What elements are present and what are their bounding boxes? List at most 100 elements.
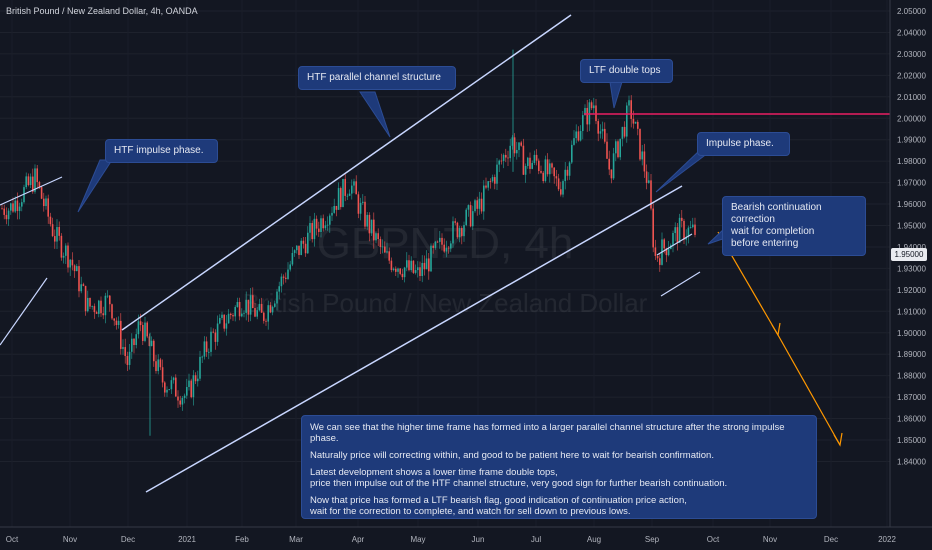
candle-body (641, 151, 643, 160)
candle-body (568, 162, 571, 176)
candle-body (538, 160, 540, 171)
candle-body (322, 218, 324, 229)
candle-body (236, 301, 239, 307)
price-tick-label: 1.94000 (897, 243, 926, 252)
price-tick-label: 1.89000 (897, 350, 926, 359)
candle-body (289, 264, 291, 270)
candle-body (364, 201, 366, 227)
price-tick-label: 1.99000 (897, 136, 926, 145)
candle-body (634, 121, 637, 124)
candle-body (571, 144, 573, 163)
candle-body (454, 221, 456, 223)
candle-body (3, 208, 5, 215)
htf-impulse-line-upper[interactable] (0, 176, 63, 206)
candle-body (586, 107, 588, 125)
candle-body (7, 210, 10, 220)
candle-body (410, 260, 412, 271)
candle-body (549, 163, 551, 175)
analysis-notes: We can see that the higher time frame ha… (301, 415, 817, 519)
candle-body (496, 164, 498, 184)
candle-body (500, 160, 503, 162)
candle-body (80, 284, 82, 292)
candle-body (516, 149, 518, 154)
candle-body (428, 258, 430, 272)
candle-body (478, 198, 481, 209)
candle-body (681, 217, 683, 221)
candle-body (667, 249, 670, 256)
candle-body (467, 205, 470, 210)
candle-body (601, 128, 604, 132)
price-tick-label: 1.96000 (897, 200, 926, 209)
candle-body (674, 227, 676, 233)
ltf-flag-upper[interactable] (656, 233, 693, 256)
candle-body (238, 301, 241, 317)
candle-body (623, 126, 626, 137)
pointer-htf-channel (359, 91, 391, 138)
candle-body (282, 276, 285, 278)
candle-body (359, 202, 362, 214)
candle-body (577, 131, 580, 141)
candle-body (245, 299, 247, 313)
candle-body (190, 380, 192, 398)
candle-body (485, 185, 487, 188)
candle-body (390, 260, 393, 271)
time-axis[interactable]: Oct Nov Dec 2021 Feb Mar Apr May Jun Jul Aug Sep Oct… (0, 526, 932, 544)
htf-impulse-line-lower[interactable] (0, 277, 48, 346)
candle-body (373, 219, 375, 241)
candle-body (214, 332, 217, 342)
candle-body (109, 295, 111, 305)
htf-channel-lower[interactable] (145, 185, 683, 493)
candle-body (463, 225, 465, 237)
time-tick-label: Oct (6, 535, 19, 544)
candle-body (232, 315, 234, 317)
candle-body (254, 308, 256, 317)
candle-body (166, 389, 168, 393)
candle-body (98, 300, 100, 314)
time-tick-label: Apr (352, 535, 365, 544)
candle-body (335, 205, 338, 210)
candle-body (67, 245, 69, 268)
time-tick-label: Dec (824, 535, 838, 544)
candle-body (181, 397, 184, 405)
candle-body (304, 243, 307, 254)
candle-body (38, 182, 41, 188)
candle-body (656, 255, 659, 259)
ltf-flag-lower[interactable] (660, 271, 701, 297)
projection-arrow-2[interactable] (777, 334, 841, 446)
candle-body (287, 269, 289, 279)
candle-body (135, 334, 137, 346)
chart-header: British Pound / New Zealand Dollar, 4h, … (6, 6, 198, 16)
candle-body (21, 202, 23, 207)
candle-body (542, 172, 544, 182)
callout-htf-channel: HTF parallel channel structure (298, 66, 456, 90)
price-axis[interactable]: 2.05000 2.04000 2.03000 2.02000 2.01000 2.000… (889, 0, 926, 527)
time-tick-label: Jun (472, 535, 485, 544)
grid (0, 10, 890, 462)
candle-body (511, 137, 514, 146)
candle-body (265, 320, 267, 322)
candle-body (221, 314, 223, 318)
candle-body (36, 168, 38, 183)
candle-body (434, 241, 437, 248)
candle-body (687, 227, 690, 237)
candle-body (201, 356, 203, 358)
htf-channel-upper[interactable] (121, 14, 572, 331)
candle-body (469, 205, 472, 227)
candle-body (337, 188, 340, 210)
candle-body (95, 312, 98, 314)
callout-impulse-phase: Impulse phase. (697, 132, 790, 156)
candle-body (124, 347, 126, 356)
watermark-name: British Pound / New Zealand Dollar (243, 288, 648, 318)
candle-body (368, 214, 371, 234)
candle-body (397, 268, 399, 272)
candle-body (480, 198, 483, 212)
callout-htf-impulse: HTF impulse phase. (105, 139, 218, 163)
drawings[interactable] (0, 14, 890, 493)
candle-body (535, 154, 538, 161)
candle-body (689, 227, 692, 228)
candle-body (575, 131, 577, 139)
candle-body (392, 268, 395, 271)
candle-body (161, 367, 164, 383)
